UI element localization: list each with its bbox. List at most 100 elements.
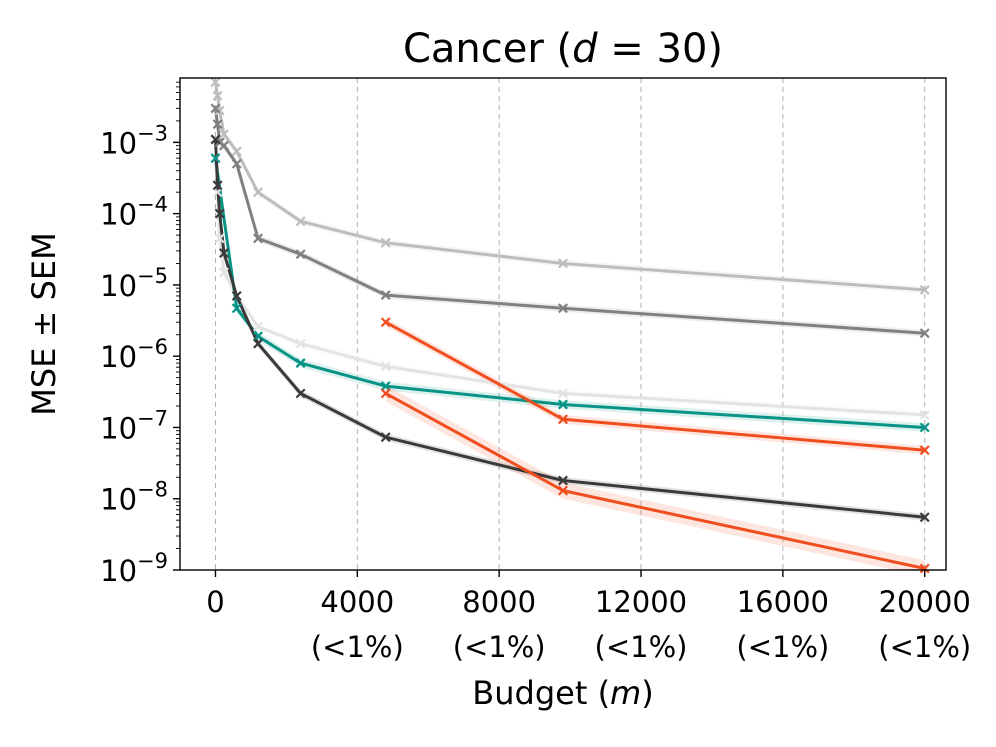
series-marker-teal (295, 358, 306, 369)
series-marker-very-light-gray (558, 388, 568, 399)
x-tick-label: 20000 (879, 585, 971, 619)
y-tick-label: 10−6 (100, 335, 168, 374)
series-marker-dark (295, 388, 306, 399)
series-line-gray (214, 108, 925, 335)
series-marker-gray (558, 303, 568, 314)
y-tick-base: 10 (100, 198, 137, 232)
series-marker-light-gray (218, 129, 229, 140)
x-tick-label: 8000 (462, 585, 536, 619)
series-marker-light-gray (380, 237, 391, 248)
y-tick-exponent: −5 (137, 264, 168, 288)
x-tick-label: 4000 (320, 585, 394, 619)
series-marker-dark (919, 512, 930, 523)
series-band-orange-lower (385, 385, 925, 570)
series-marker-orange-lower (380, 388, 391, 399)
series-marker-teal (558, 399, 568, 410)
chart-title-value: = 30) (598, 26, 723, 72)
series-marker-dark (558, 475, 568, 486)
x-axis-label: Budget (m) (472, 674, 653, 712)
y-tick-exponent: −4 (137, 193, 168, 217)
y-axis-label: MSE ± SEM (25, 232, 63, 415)
series-marker-very-light-gray (253, 321, 263, 332)
series-band-very-light-gray (215, 154, 925, 419)
y-tick-base: 10 (100, 483, 137, 517)
y-tick-label: 10−9 (100, 549, 168, 588)
x-tick-label: 0 (206, 585, 224, 619)
y-tick-exponent: −3 (137, 121, 168, 145)
x-tick-label: 12000 (595, 585, 687, 619)
chart-title-variable: d (572, 26, 598, 72)
error-bands (215, 78, 925, 570)
series-marker-dark (218, 248, 229, 259)
y-tick-exponent: −8 (137, 478, 168, 502)
series-marker-orange-upper (919, 445, 930, 456)
y-axis: 10−310−410−510−610−710−810−9 (100, 81, 180, 588)
series-marker-gray (231, 158, 242, 169)
x-axis: 0 4000 (<1%) 8000 (<1%) 12000 (<1%) 16000 (<1%) 2… (206, 570, 971, 664)
y-tick-base: 10 (100, 269, 137, 303)
series-marker-orange-lower (558, 485, 568, 496)
series-marker-gray (253, 233, 263, 244)
series-marker-gray (218, 140, 229, 151)
series-marker-orange-lower (919, 563, 930, 574)
series-marker-gray (212, 119, 223, 130)
y-tick-label: 10−8 (100, 478, 168, 517)
y-tick-label: 10−5 (100, 264, 168, 303)
series-marker-light-gray (253, 187, 263, 198)
series-marker-teal (210, 153, 221, 164)
y-tick-exponent: −9 (137, 549, 168, 573)
series-marker-light-gray (210, 77, 221, 88)
y-tick-label: 10−4 (100, 193, 168, 232)
series-marker-gray (919, 328, 930, 339)
x-axis-label-prefix: Budget ( (472, 674, 610, 712)
series-marker-light-gray (558, 258, 568, 269)
series-marker-dark (212, 180, 223, 191)
series-line-very-light-gray (214, 158, 925, 417)
x-axis-label-suffix: ) (641, 674, 653, 712)
x-tick-sublabel: (<1%) (311, 630, 404, 664)
series-marker-dark (380, 432, 391, 443)
series-marker-dark (231, 290, 242, 301)
y-tick-exponent: −7 (137, 406, 168, 430)
series-marker-teal (253, 331, 263, 342)
series-marker-light-gray (295, 216, 306, 227)
series-marker-teal (231, 303, 242, 314)
x-tick-sublabel: (<1%) (595, 630, 688, 664)
x-tick-sublabel: (<1%) (878, 630, 971, 664)
series-line-teal (214, 157, 925, 429)
series-marker-light-gray (919, 284, 930, 295)
series-marker-gray (210, 103, 221, 114)
y-tick-base: 10 (100, 411, 137, 445)
series-marker-very-light-gray (214, 233, 225, 244)
series-marker-very-light-gray (218, 267, 229, 278)
series-marker-teal (380, 381, 391, 392)
series-line-light-gray (214, 81, 925, 292)
chart-title-prefix: Cancer ( (403, 26, 572, 72)
chart-title: Cancer (d = 30) (403, 26, 723, 72)
x-axis-label-variable: m (610, 674, 641, 712)
series-marker-light-gray (231, 146, 242, 157)
y-tick-base: 10 (100, 554, 137, 588)
plot-frame (179, 77, 947, 571)
series-band-gray (215, 104, 925, 337)
series-line-dark (214, 139, 925, 519)
series-marker-orange-upper (380, 317, 391, 328)
series-markers (210, 77, 930, 574)
series-marker-teal (919, 422, 930, 433)
series-marker-very-light-gray (919, 409, 930, 420)
y-tick-label: 10−3 (100, 121, 168, 160)
x-tick-sublabel: (<1%) (453, 630, 546, 664)
x-tick-label: 16000 (737, 585, 829, 619)
y-tick-base: 10 (100, 340, 137, 374)
series-marker-very-light-gray (380, 361, 391, 372)
series-marker-gray (295, 249, 306, 260)
series-marker-dark (253, 338, 263, 349)
x-tick-sublabel: (<1%) (736, 630, 829, 664)
series-marker-gray (380, 290, 391, 301)
series-marker-dark (210, 134, 221, 145)
series-marker-orange-upper (558, 414, 568, 425)
series-band-teal (215, 153, 925, 432)
series-marker-very-light-gray (295, 338, 306, 349)
y-tick-label: 10−7 (100, 406, 168, 445)
